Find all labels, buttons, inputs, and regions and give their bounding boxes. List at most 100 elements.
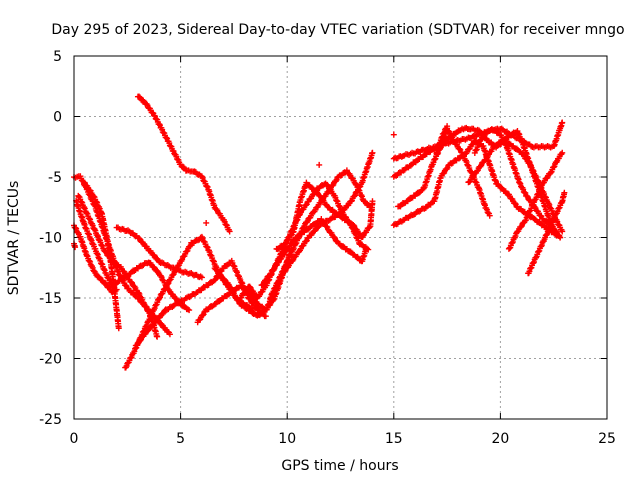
data-point [254, 306, 261, 313]
data-point [325, 187, 332, 194]
data-point [172, 295, 179, 302]
data-point [122, 282, 129, 289]
axis-ticks: 0 5 10 15 20 25 -25 -20 -15 -10 -5 0 5 [39, 49, 616, 447]
y-tick-label: 0 [53, 110, 62, 126]
data-point [204, 183, 211, 190]
data-point [309, 185, 316, 192]
y-tick-label: -15 [39, 291, 62, 307]
data-point [156, 121, 163, 128]
y-tick-label: -25 [39, 412, 62, 428]
data-point [159, 310, 166, 317]
data-point [135, 289, 142, 296]
x-tick-label: 20 [491, 431, 509, 447]
data-point [559, 228, 566, 235]
data-point [315, 224, 322, 231]
data-point [115, 325, 122, 332]
data-point [517, 224, 524, 231]
data-point [154, 333, 161, 340]
data-points [71, 93, 568, 371]
x-axis-label: GPS time / hours [281, 458, 398, 474]
data-point [511, 200, 518, 207]
data-point [351, 193, 358, 200]
data-point [156, 295, 163, 302]
data-point [186, 307, 193, 314]
data-point [123, 272, 130, 279]
data-point [316, 161, 323, 168]
y-axis-label: SDTVAR / TECUs [6, 181, 22, 296]
data-point [199, 312, 206, 319]
data-point [137, 337, 144, 344]
data-point [550, 164, 557, 171]
data-point [366, 224, 373, 231]
data-point [559, 149, 566, 156]
data-point [203, 219, 210, 226]
data-point [128, 278, 135, 285]
data-point [347, 248, 354, 255]
data-point [456, 145, 463, 152]
data-point [444, 123, 451, 130]
data-point [516, 179, 523, 186]
data-point [169, 271, 176, 278]
data-point [440, 130, 447, 137]
data-point [211, 277, 218, 284]
y-tick-label: -5 [48, 170, 62, 186]
data-point [102, 280, 109, 287]
data-point [142, 303, 149, 310]
data-point [163, 134, 170, 141]
data-point [158, 320, 165, 327]
data-point [350, 221, 357, 228]
data-point [72, 244, 79, 251]
data-point [486, 212, 493, 219]
data-point [246, 283, 253, 290]
data-point [547, 169, 554, 176]
data-point [363, 246, 370, 253]
data-point [311, 228, 318, 235]
data-point [145, 327, 152, 334]
data-point [203, 183, 210, 190]
data-point [312, 221, 319, 228]
data-point [469, 141, 476, 148]
data-point [559, 119, 566, 126]
y-tick-label: -10 [39, 231, 62, 247]
data-point [256, 312, 263, 319]
data-point [390, 131, 397, 138]
data-point [254, 300, 261, 307]
data-point [304, 226, 311, 233]
data-point [523, 192, 530, 199]
x-tick-label: 10 [278, 431, 296, 447]
data-point [498, 184, 505, 191]
data-point [513, 145, 520, 152]
data-point [448, 133, 455, 140]
data-point [95, 273, 102, 280]
data-point [184, 306, 191, 313]
data-point [226, 228, 233, 235]
data-point [240, 290, 247, 297]
data-point [150, 263, 157, 270]
data-point [127, 354, 134, 361]
x-tick-label: 25 [598, 431, 616, 447]
data-point [340, 243, 347, 250]
x-tick-label: 0 [70, 431, 79, 447]
data-point [186, 243, 193, 250]
data-point [557, 234, 564, 241]
data-point [203, 243, 210, 250]
data-point [331, 234, 338, 241]
data-point [262, 313, 269, 320]
data-point [329, 182, 336, 189]
data-point [440, 170, 447, 177]
data-point [369, 149, 376, 156]
data-point [550, 228, 557, 235]
data-point [407, 162, 414, 169]
plot-frame [73, 55, 608, 420]
data-point [469, 174, 476, 181]
data-point [369, 198, 376, 205]
x-tick-label: 5 [176, 431, 185, 447]
data-point [302, 202, 309, 209]
y-tick-label: 5 [53, 49, 62, 65]
data-point [166, 331, 173, 338]
data-point [323, 223, 330, 230]
x-tick-label: 15 [385, 431, 403, 447]
data-point [259, 281, 266, 288]
data-point [150, 251, 157, 258]
data-point [302, 238, 309, 245]
